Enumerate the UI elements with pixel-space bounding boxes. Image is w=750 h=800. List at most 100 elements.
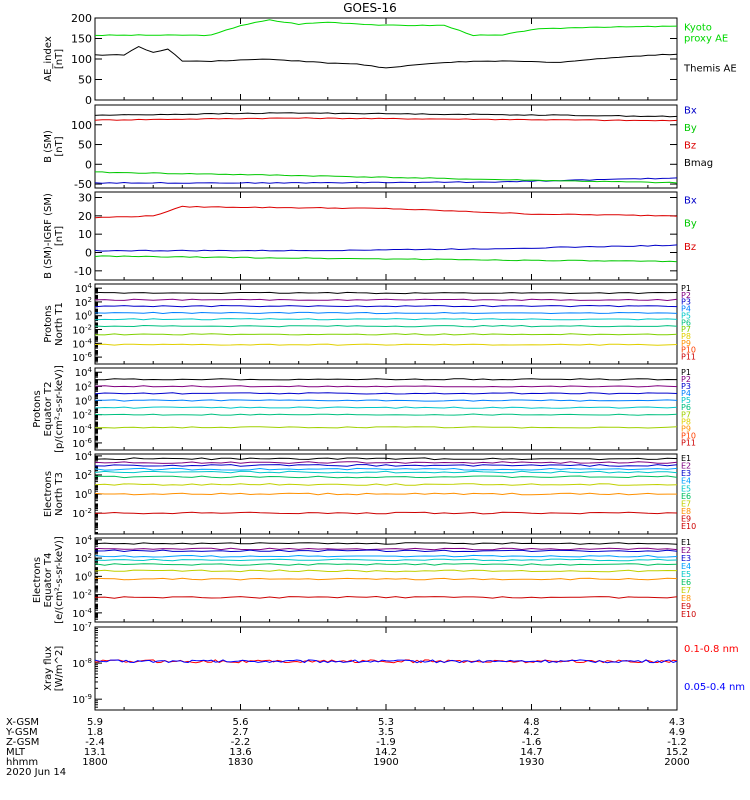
channel-line <box>94 333 678 336</box>
channel-label: P2 <box>681 291 691 300</box>
legend-label: Bmag <box>684 158 713 169</box>
y-tick-label: 50 <box>78 74 92 87</box>
y-tick-label: 100 <box>75 395 92 408</box>
y-tick-label: 10-9 <box>72 693 92 706</box>
x-row-value: 14.7 <box>520 747 542 758</box>
date-label: 2020 Jun 14 <box>6 767 66 778</box>
panel-frame <box>94 104 678 189</box>
channel-label: P6 <box>681 403 691 412</box>
y-tick-label: 0 <box>85 94 92 107</box>
series-line <box>94 46 678 69</box>
channel-label: P7 <box>681 410 691 419</box>
legend-label: Themis AE <box>683 64 737 75</box>
x-row-value: 1900 <box>373 757 398 768</box>
y-axis-label: [e/(cm²-s-sr-keV)] <box>54 536 65 624</box>
y-tick-label: 10-2 <box>72 409 92 422</box>
channel-line <box>94 558 678 562</box>
y-axis-label: Electrons <box>43 471 54 517</box>
y-tick-label: 0 <box>85 247 92 260</box>
xray-line <box>94 659 678 664</box>
x-row-value: 4.9 <box>669 727 685 738</box>
channel-label: P11 <box>681 353 696 362</box>
channel-label: E5 <box>681 484 691 493</box>
y-tick-label: 100 <box>75 310 92 323</box>
y-axis-label: North T3 <box>54 472 65 516</box>
x-row-value: 1930 <box>519 757 544 768</box>
channel-line <box>94 563 678 566</box>
legend-label: 0.05-0.4 nm <box>684 682 745 693</box>
x-row-value: -1.9 <box>376 737 396 748</box>
channel-label: E2 <box>681 462 691 471</box>
y-tick-label: 100 <box>71 119 92 132</box>
xray-line <box>94 659 678 664</box>
channel-line <box>94 291 678 295</box>
x-row-value: 4.2 <box>524 727 540 738</box>
series-line <box>94 117 678 122</box>
y-tick-label: 100 <box>75 570 92 583</box>
legend-label: By <box>684 123 697 134</box>
y-tick-label: 104 <box>75 282 93 295</box>
y-axis-label: Protons <box>43 305 54 342</box>
y-axis-label: Xray flux <box>43 646 54 691</box>
legend-label: Bx <box>684 106 697 117</box>
channel-line <box>94 413 678 416</box>
x-row-label: hhmm <box>6 757 38 768</box>
y-axis-label: Electrons <box>32 557 43 603</box>
channel-line <box>94 467 678 471</box>
x-row-value: 14.2 <box>375 747 397 758</box>
panel-frame <box>94 626 678 711</box>
channel-label: E5 <box>681 570 691 579</box>
channel-line <box>94 318 678 321</box>
series-line <box>94 177 678 184</box>
panel-frame <box>94 191 678 281</box>
channel-line <box>94 470 678 474</box>
channel-label: P5 <box>681 311 691 320</box>
channel-label: P4 <box>681 389 691 398</box>
panel-3: B (SM)-IGRF (SM) [nT] -10 0 10 20 30 Bx By Bz <box>43 191 697 281</box>
channel-label: P8 <box>681 332 691 341</box>
channel-label: E10 <box>681 610 696 619</box>
y-axis-label: AE_index <box>43 36 54 82</box>
y-axis-label: [nT] <box>54 226 65 246</box>
channel-line <box>94 492 677 496</box>
x-row-value: 3.5 <box>378 727 394 738</box>
channel-label: P9 <box>681 339 691 348</box>
y-tick-label: 104 <box>75 534 93 547</box>
x-row-label: MLT <box>6 747 26 758</box>
y-tick-label: 100 <box>75 488 92 501</box>
legend-label: Kyoto <box>684 22 712 33</box>
y-tick-label: 10-6 <box>72 351 92 364</box>
channel-line <box>94 324 678 328</box>
channel-line <box>94 457 678 461</box>
legend-label: Bz <box>684 141 696 152</box>
x-row-value: 4.8 <box>524 717 540 728</box>
x-row-value: -1.2 <box>667 737 687 748</box>
series-line <box>94 19 678 37</box>
y-tick-label: 10-4 <box>72 337 92 350</box>
x-row-value: -2.2 <box>231 737 251 748</box>
channel-label: P9 <box>681 424 691 433</box>
panel-5: Protons Equator T2 [p/(cm²-s-sr-keV)] 10410… <box>32 365 696 453</box>
y-axis-label: Equator T2 <box>43 382 54 437</box>
channel-label: E4 <box>681 477 691 486</box>
channel-label: E8 <box>681 594 691 603</box>
y-axis-label: B (SM)-IGRF (SM) <box>43 193 54 279</box>
y-tick-label: 10 <box>78 228 92 241</box>
channel-line <box>94 569 678 573</box>
series-line <box>95 171 678 184</box>
channel-line <box>94 554 678 558</box>
channel-line <box>94 304 678 308</box>
channel-label: E7 <box>681 499 691 508</box>
y-tick-label: 20 <box>78 210 92 223</box>
y-tick-label: 100 <box>71 53 92 66</box>
channel-label: P10 <box>681 431 696 440</box>
channel-label: P1 <box>681 284 691 293</box>
channel-label: E1 <box>681 538 691 547</box>
y-axis-label: [W/m^2] <box>54 646 65 692</box>
y-tick-label: 150 <box>71 33 92 46</box>
x-row-label: Z-GSM <box>6 737 39 748</box>
channel-label: E8 <box>681 507 691 516</box>
channel-label: P3 <box>681 382 691 391</box>
x-row-value: 5.6 <box>233 717 249 728</box>
